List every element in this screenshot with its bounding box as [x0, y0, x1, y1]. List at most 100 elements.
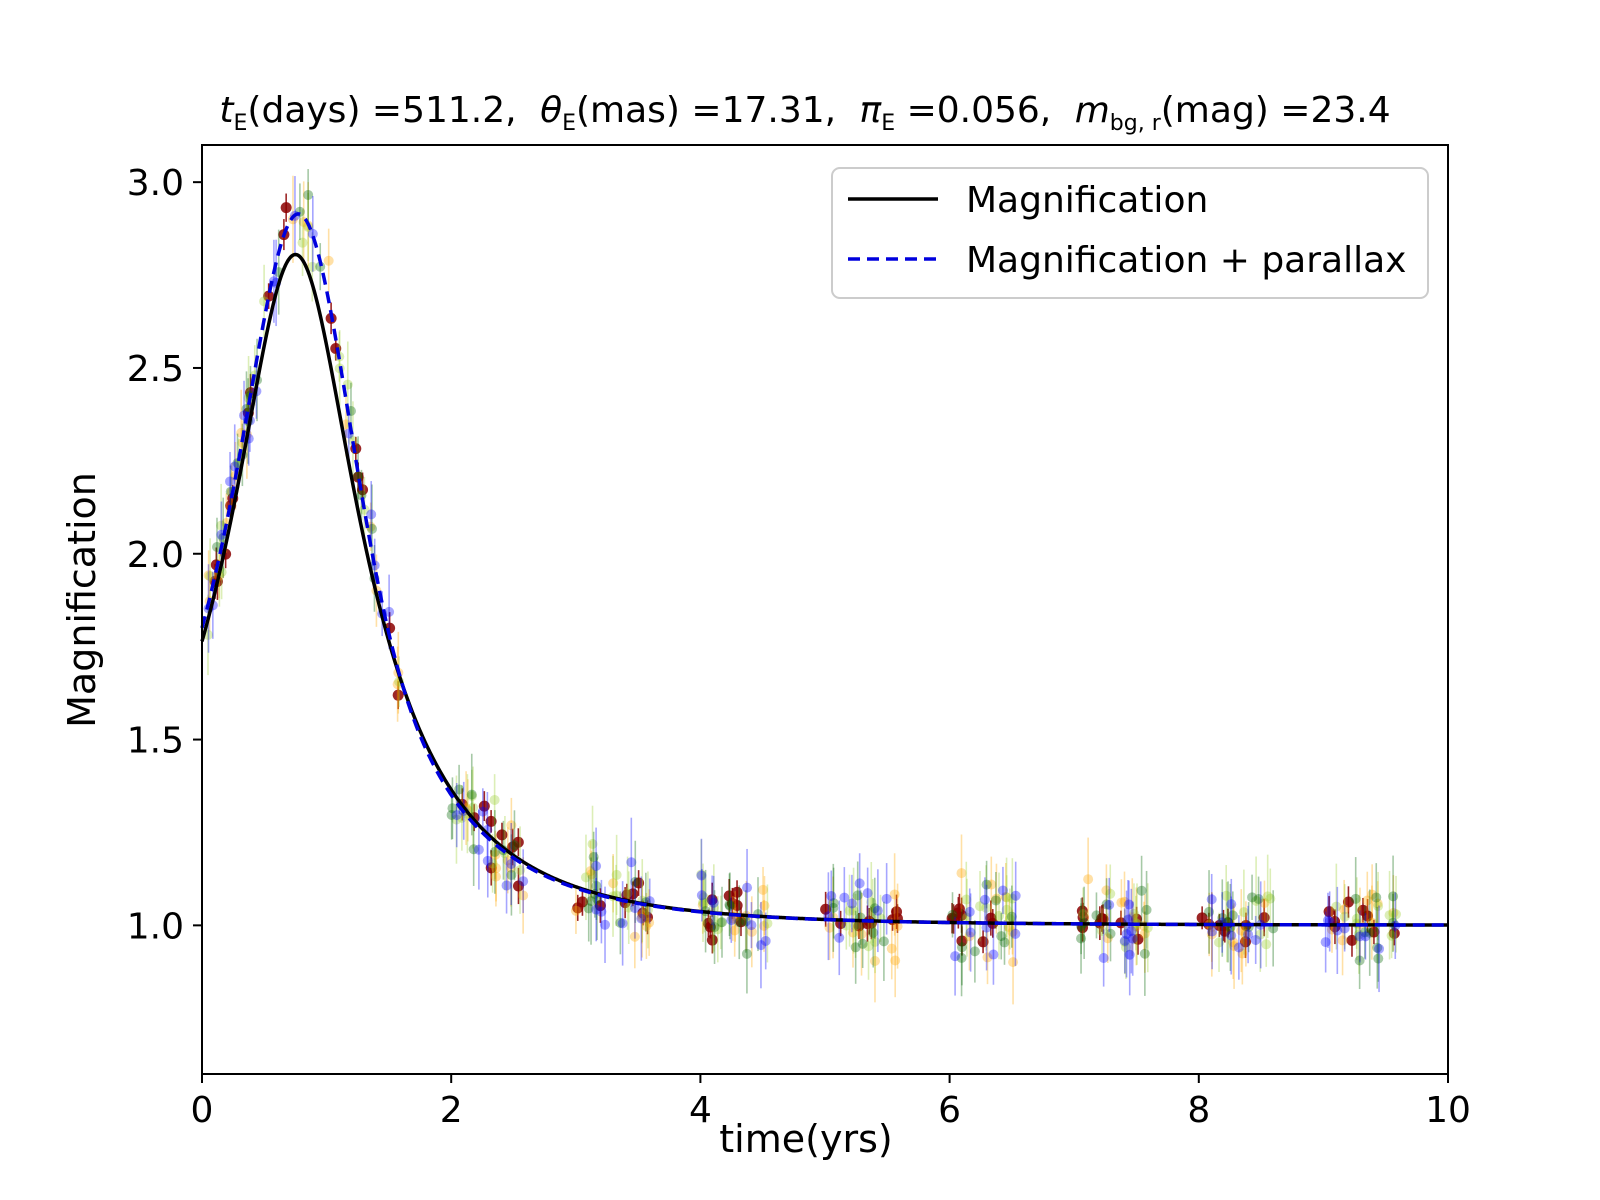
data-point [828, 902, 839, 913]
data-point [1332, 925, 1343, 936]
data-point [956, 942, 967, 953]
data-point [982, 952, 993, 963]
data-point [466, 789, 477, 800]
data-point [986, 879, 997, 890]
data-point [708, 897, 719, 908]
data-point [626, 857, 637, 868]
data-point [1360, 931, 1371, 942]
data-point [964, 931, 975, 942]
data-point [981, 879, 992, 890]
data-point [225, 476, 236, 487]
data-point [485, 862, 497, 874]
data-point [1262, 891, 1273, 902]
data-point [991, 893, 1002, 904]
data-point [1243, 929, 1254, 940]
y-tick-label: 3.0 [127, 163, 184, 204]
data-point [841, 920, 852, 931]
data-point [1096, 913, 1108, 925]
data-point [263, 290, 275, 302]
data-point [1384, 910, 1395, 921]
title-pi-sub: E [881, 111, 895, 136]
y-tick-label: 1.5 [127, 721, 184, 762]
data-point [307, 261, 318, 272]
data-point [981, 922, 992, 933]
data-point [489, 846, 500, 857]
data-point [487, 858, 498, 869]
data-point [1354, 931, 1365, 942]
x-tick-label: 6 [938, 1090, 961, 1131]
data-point [1101, 885, 1112, 896]
data-point [485, 815, 497, 827]
data-point [994, 910, 1005, 921]
data-point [1339, 911, 1350, 922]
data-point [636, 909, 647, 920]
y-tick-label: 2.5 [127, 349, 184, 390]
data-point [477, 806, 488, 817]
data-point [623, 902, 634, 913]
data-point [1207, 926, 1218, 937]
data-point [988, 949, 999, 960]
plot-area [202, 169, 1402, 1005]
data-point [742, 882, 753, 893]
data-point [506, 858, 517, 869]
data-point [698, 892, 709, 903]
data-point [1124, 949, 1135, 960]
data-point [890, 955, 901, 966]
data-point [712, 924, 723, 935]
data-point [1259, 897, 1270, 908]
legend-label-magnification: Magnification [966, 180, 1208, 221]
data-point [1122, 914, 1133, 925]
data-point [1323, 906, 1335, 918]
data-point [1000, 891, 1011, 902]
data-point [696, 890, 707, 901]
x-tick-label: 4 [689, 1090, 712, 1131]
data-point [846, 898, 857, 909]
data-point [280, 202, 292, 214]
data-point [1388, 927, 1400, 939]
legend: Magnification Magnification + parallax [831, 167, 1429, 299]
data-point [591, 880, 602, 891]
data-point [717, 917, 728, 928]
data-point [369, 560, 380, 571]
data-point [892, 921, 903, 932]
x-axis-label: time(yrs) [719, 1117, 892, 1161]
data-point [996, 931, 1007, 942]
data-point [854, 878, 865, 889]
data-point [1364, 927, 1375, 938]
data-point [1322, 915, 1333, 926]
data-point [1391, 909, 1402, 920]
data-point [1136, 885, 1147, 896]
data-point [1265, 893, 1276, 904]
data-point [1101, 899, 1112, 910]
data-point [869, 955, 880, 966]
data-point [585, 866, 596, 877]
data-point [947, 909, 958, 920]
data-point [1123, 899, 1134, 910]
data-point [1128, 908, 1139, 919]
data-point [990, 895, 1001, 906]
data-point [1102, 933, 1113, 944]
data-point [828, 898, 839, 909]
data-point [870, 936, 881, 947]
data-point [359, 504, 370, 515]
data-point [1371, 892, 1382, 903]
data-point [1226, 899, 1237, 910]
title-t-sub: E [234, 111, 248, 136]
data-point [867, 906, 878, 917]
data-point [856, 929, 867, 940]
data-point [1076, 933, 1087, 944]
data-point [950, 951, 961, 962]
data-point [979, 894, 990, 905]
data-point [1253, 894, 1264, 905]
data-point [468, 802, 479, 813]
data-point [1372, 898, 1383, 909]
data-point [1105, 928, 1116, 939]
data-point [611, 869, 622, 880]
data-point [758, 884, 769, 895]
data-point [723, 890, 735, 902]
data-point [1331, 901, 1342, 912]
y-tick-label: 2.0 [127, 535, 184, 576]
data-point [629, 931, 640, 942]
data-point [518, 890, 529, 901]
data-point [1121, 929, 1132, 940]
